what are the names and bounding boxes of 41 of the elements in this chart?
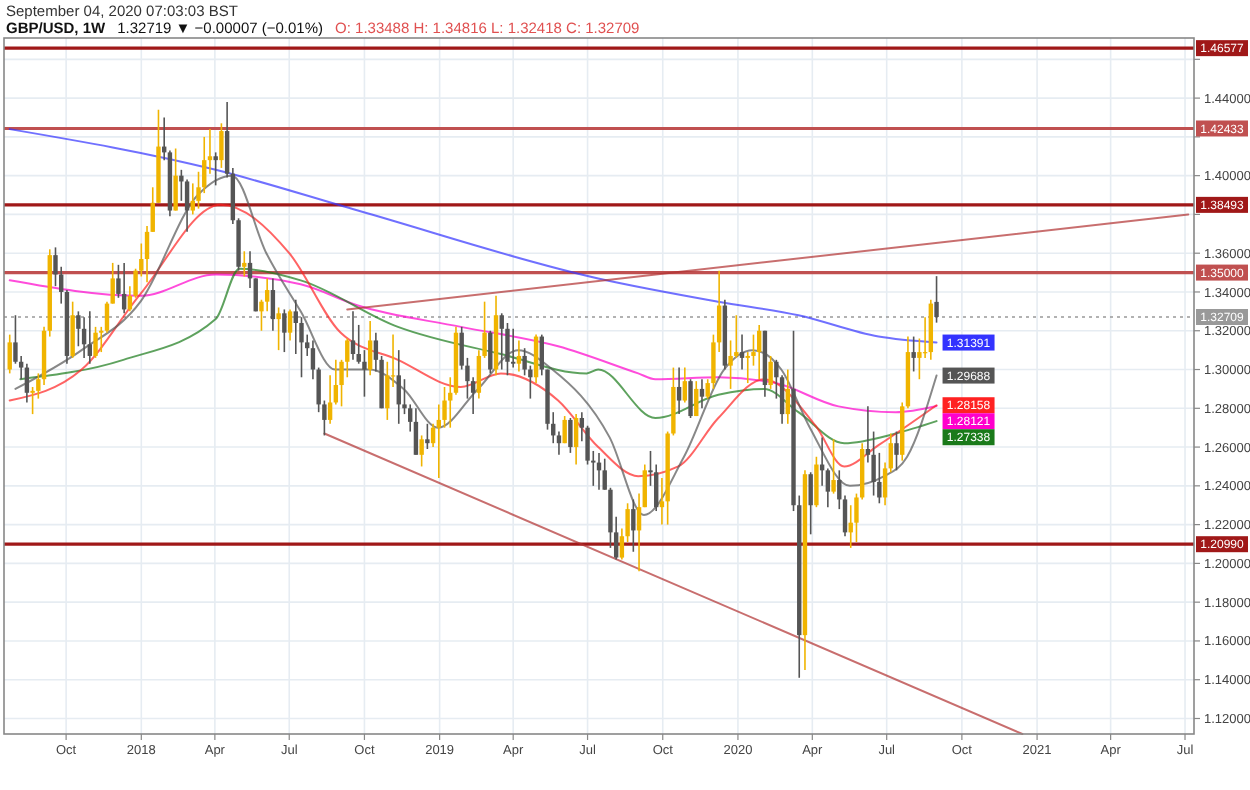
candlestick: [242, 250, 247, 278]
candlestick: [682, 366, 688, 404]
candlestick: [488, 329, 493, 375]
candlestick: [425, 423, 430, 450]
candlestick: [396, 349, 401, 425]
candlestick: [739, 333, 745, 371]
candlestick: [911, 335, 916, 373]
candlestick: [499, 312, 504, 371]
candlestick: [831, 438, 836, 495]
candlestick: [70, 300, 75, 359]
candlestick: [808, 471, 813, 536]
candlestick: [699, 378, 705, 410]
candlestick: [7, 333, 12, 375]
candlestick: [282, 308, 287, 353]
candlestick: [768, 355, 773, 390]
line-series: [8, 273, 938, 414]
candlestick: [270, 277, 276, 332]
candlestick: [694, 380, 699, 417]
candlestick: [785, 368, 790, 425]
line-series: [8, 203, 938, 478]
candlestick: [562, 415, 567, 444]
candlestick: [219, 122, 224, 169]
line-series: [8, 128, 938, 344]
candlestick: [173, 147, 178, 212]
candlestick: [367, 320, 373, 377]
candlestick: [350, 310, 356, 361]
candlestick: [87, 310, 93, 365]
candlestick: [93, 326, 98, 359]
candlestick: [688, 378, 693, 419]
candlestick: [419, 434, 424, 468]
candlestick: [276, 306, 281, 351]
candlestick: [573, 413, 579, 466]
candlestick: [934, 275, 939, 324]
candlestick: [814, 455, 819, 508]
candlestick: [24, 362, 30, 404]
candlestick: [894, 430, 899, 472]
candlestick: [676, 366, 682, 415]
candlestick: [516, 339, 522, 373]
candlestick: [287, 308, 293, 342]
candlestick: [568, 417, 573, 454]
candlestick: [413, 407, 419, 456]
